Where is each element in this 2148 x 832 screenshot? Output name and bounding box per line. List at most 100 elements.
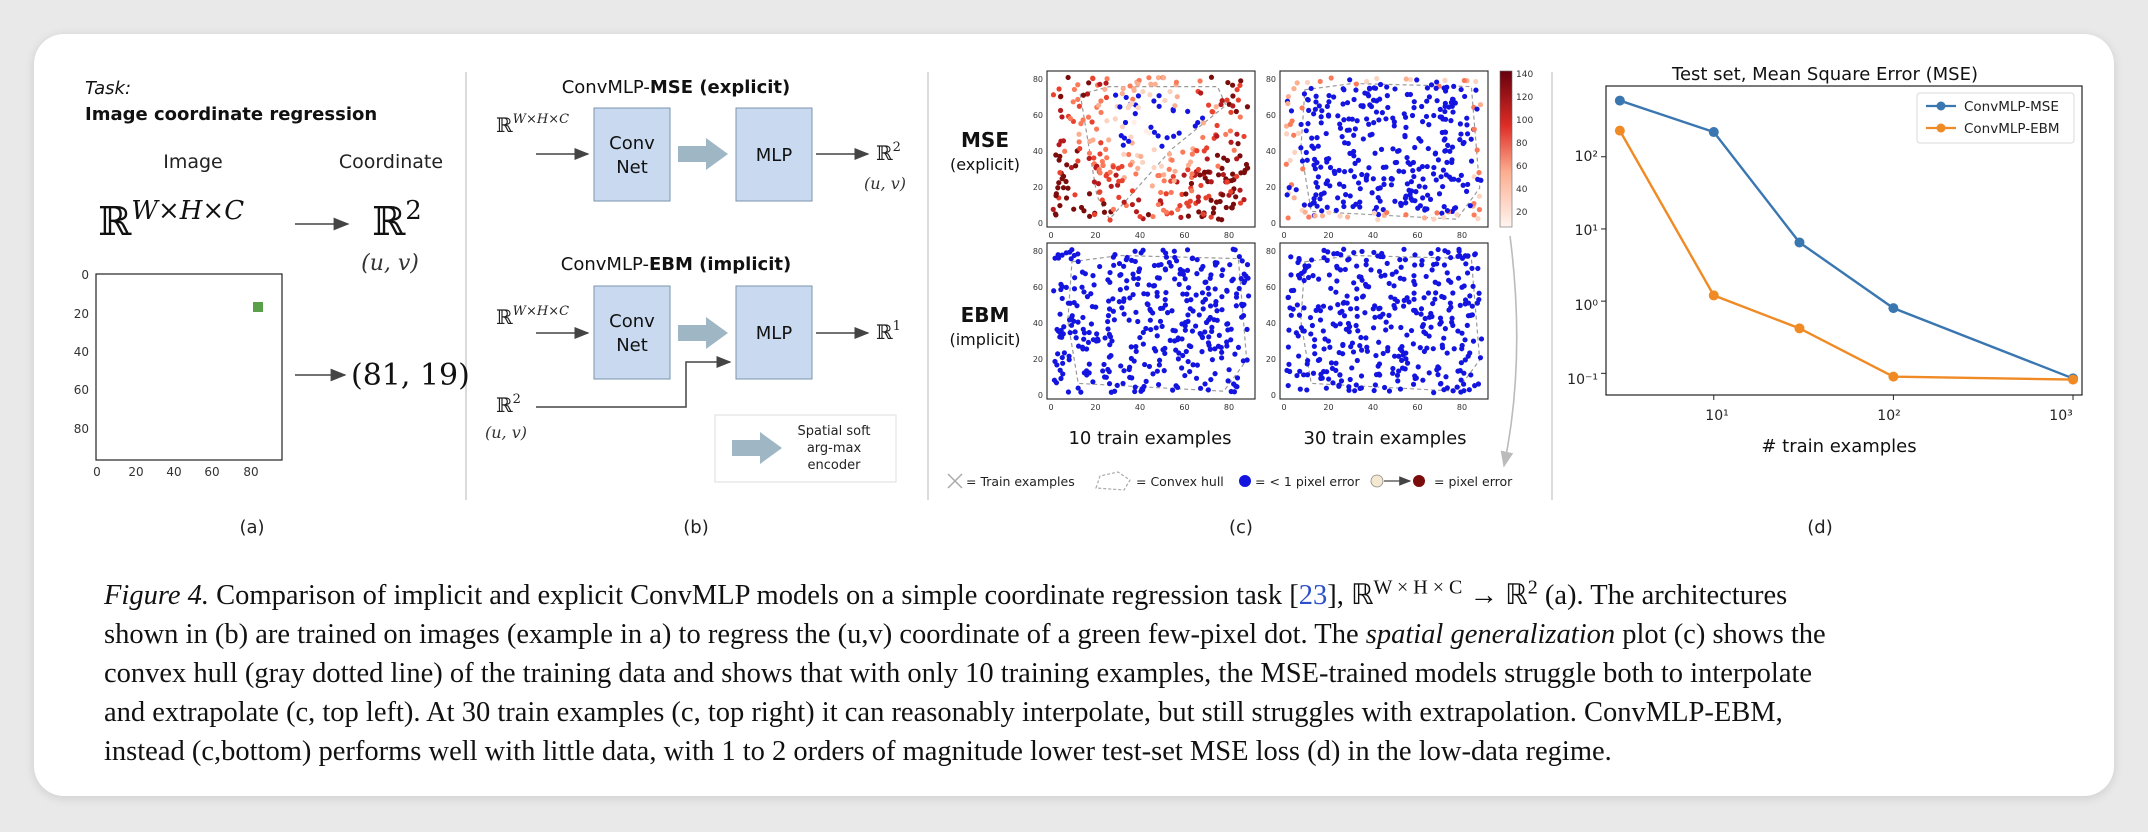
data-point <box>1362 281 1369 288</box>
data-point <box>1284 367 1290 374</box>
data-point <box>1458 360 1464 366</box>
data-point <box>1056 86 1062 92</box>
data-point <box>1397 386 1404 392</box>
data-point <box>1060 360 1066 366</box>
data-point <box>1475 216 1481 222</box>
data-point <box>1140 247 1146 253</box>
data-point <box>1340 342 1346 348</box>
data-point <box>1420 322 1426 328</box>
data-point <box>1312 213 1318 219</box>
data-point <box>1103 374 1109 380</box>
data-point <box>1401 297 1407 303</box>
data-point <box>1237 187 1243 193</box>
data-point <box>1228 109 1234 115</box>
data-point <box>1131 86 1137 92</box>
data-point <box>1234 87 1240 93</box>
data-point <box>1319 108 1325 114</box>
data-point <box>1134 281 1141 288</box>
data-point <box>1073 335 1079 341</box>
data-point <box>1404 332 1410 338</box>
data-point <box>1070 99 1076 105</box>
data-point <box>1306 107 1312 113</box>
data-point <box>1437 381 1444 387</box>
data-point <box>1415 205 1421 211</box>
data-point <box>1388 182 1395 188</box>
data-point <box>1321 255 1327 261</box>
data-point <box>1464 322 1470 329</box>
data-point <box>1110 164 1116 170</box>
data-point <box>1146 75 1152 81</box>
data-point <box>1185 358 1191 365</box>
data-point <box>1419 119 1426 125</box>
data-point <box>1410 341 1416 347</box>
data-point <box>1371 249 1377 256</box>
data-point <box>1119 124 1126 130</box>
data-point <box>1312 166 1318 172</box>
data-point <box>1381 384 1388 391</box>
encoder-legend-arrow <box>732 432 782 464</box>
data-point <box>1202 381 1208 387</box>
data-point <box>1346 387 1352 393</box>
data-point <box>1418 306 1425 312</box>
data-point <box>1189 328 1196 334</box>
data-point <box>1184 267 1191 274</box>
data-point <box>1244 326 1250 332</box>
data-point <box>1151 164 1157 171</box>
data-point <box>1144 291 1151 297</box>
data-point <box>1288 254 1294 260</box>
y-tick-label: 80 <box>1033 75 1043 84</box>
data-point <box>1403 356 1409 362</box>
data-point <box>1394 372 1401 378</box>
data-point <box>1459 330 1465 336</box>
data-point <box>1205 102 1212 108</box>
data-point <box>1068 322 1075 328</box>
data-point <box>1353 81 1359 87</box>
data-point <box>1304 157 1310 163</box>
data-point <box>1421 295 1427 301</box>
data-point <box>1412 281 1418 288</box>
data-point <box>1329 365 1336 372</box>
data-point <box>1109 338 1115 344</box>
data-point <box>1168 210 1175 216</box>
data-point <box>1369 190 1375 196</box>
caption-text: Comparison of implicit and explicit Conv… <box>209 580 1299 611</box>
citation-link[interactable]: 23 <box>1298 580 1328 611</box>
data-point <box>1126 151 1132 158</box>
data-point <box>1135 104 1141 111</box>
data-point <box>1308 85 1314 92</box>
data-point <box>1364 78 1370 85</box>
data-point <box>1107 269 1113 276</box>
chart-title: Test set, Mean Square Error (MSE) <box>1671 64 1978 85</box>
data-point <box>1151 262 1158 269</box>
data-point <box>1208 376 1214 383</box>
data-point <box>1232 351 1238 357</box>
data-point <box>1079 344 1086 350</box>
data-point <box>1374 75 1380 82</box>
data-point <box>1305 274 1312 281</box>
data-point <box>1346 256 1352 262</box>
data-point <box>1442 136 1448 142</box>
data-point <box>1200 120 1207 126</box>
data-point <box>1120 142 1126 148</box>
data-point <box>1164 310 1171 316</box>
data-point <box>1110 206 1116 213</box>
data-point <box>1169 308 1175 314</box>
data-point <box>1450 388 1456 394</box>
data-point <box>1199 115 1206 121</box>
data-point <box>1333 207 1339 213</box>
data-point <box>1326 92 1332 99</box>
data-point <box>1106 298 1112 304</box>
data-point <box>1413 189 1419 195</box>
data-point <box>1182 276 1188 282</box>
data-point <box>1371 387 1377 394</box>
data-point <box>1117 104 1123 110</box>
data-point <box>1420 176 1426 182</box>
data-point <box>1161 368 1167 374</box>
data-point <box>1074 303 1080 309</box>
data-point <box>1285 93 1291 100</box>
data-point <box>1421 329 1427 335</box>
data-point <box>1301 202 1307 208</box>
data-point <box>1436 191 1443 197</box>
data-point <box>1133 309 1139 315</box>
data-point <box>1321 247 1327 253</box>
